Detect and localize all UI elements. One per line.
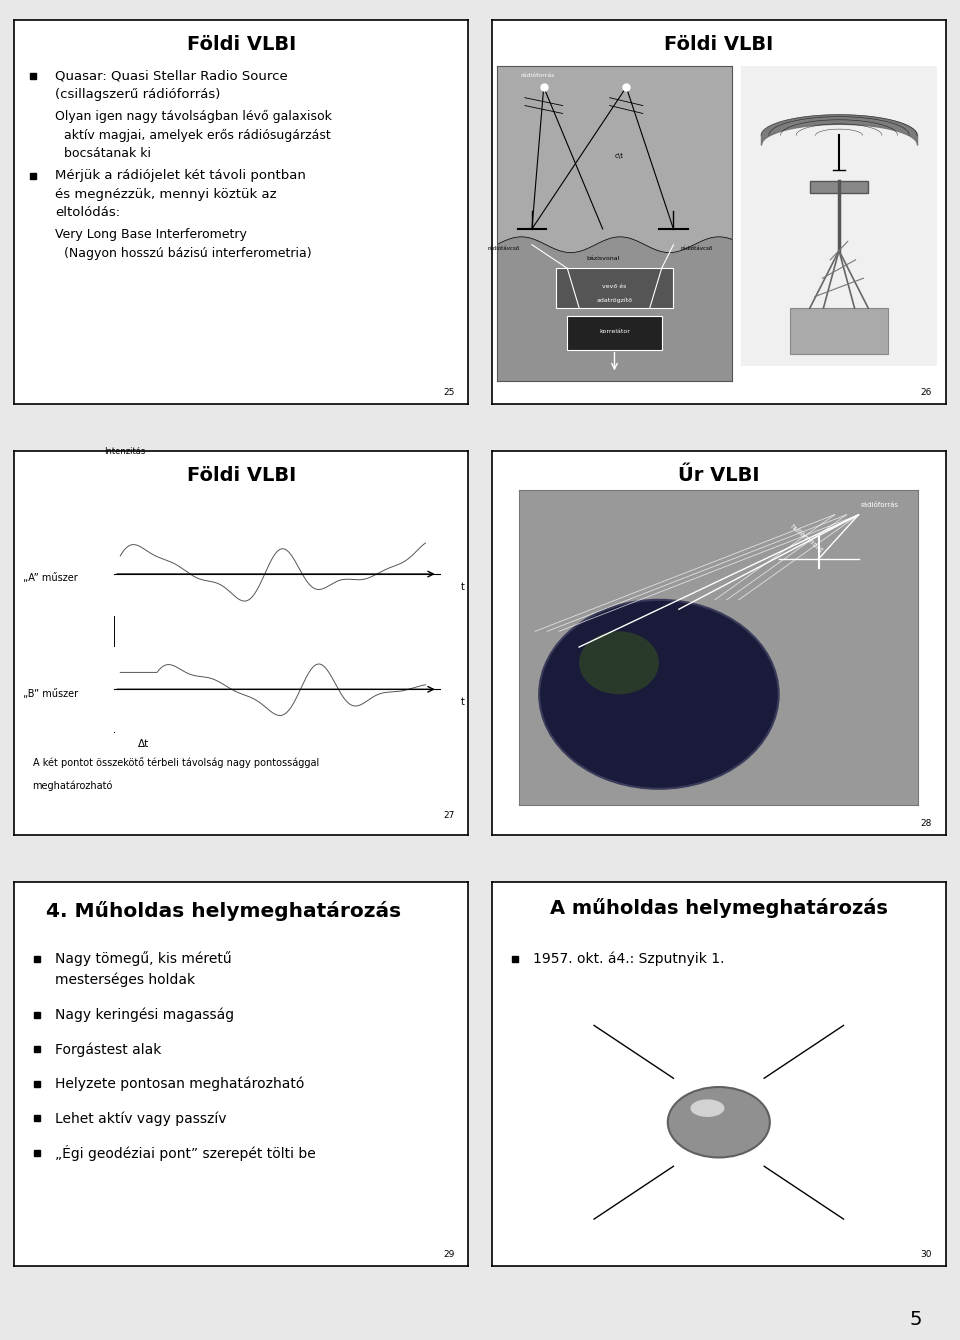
Text: „B” műszer: „B” műszer [23, 689, 79, 698]
Text: Földi VLBI: Földi VLBI [186, 35, 296, 55]
Text: t: t [461, 582, 465, 592]
Text: rádiótávcső: rádiótávcső [681, 247, 713, 251]
Text: Very Long Base Interferometry: Very Long Base Interferometry [56, 228, 247, 241]
Text: „Égi geodéziai pont” szerepét tölti be: „Égi geodéziai pont” szerepét tölti be [56, 1144, 316, 1160]
Text: aktív magjai, amelyek erős rádiósugárzást: aktív magjai, amelyek erős rádiósugárzás… [64, 129, 331, 142]
Text: Quasar: Quasi Stellar Radio Source: Quasar: Quasi Stellar Radio Source [56, 70, 288, 82]
Bar [567, 315, 661, 350]
Text: Helyzete pontosan meghatározható: Helyzete pontosan meghatározható [56, 1076, 304, 1091]
Text: Olyan igen nagy távolságban lévő galaxisok: Olyan igen nagy távolságban lévő galaxis… [56, 110, 332, 123]
Text: rádiótávcső: rádiótávcső [488, 247, 519, 251]
Text: Intenzitás: Intenzitás [105, 446, 146, 456]
Text: rádióforrás: rádióforrás [520, 72, 555, 78]
Text: és megnézzük, mennyi köztük az: és megnézzük, mennyi köztük az [56, 188, 276, 201]
Text: adatrögzítő: adatrögzítő [596, 297, 633, 303]
Text: 29: 29 [443, 1250, 454, 1258]
Text: korrelátor: korrelátor [599, 328, 630, 334]
Text: Lehet aktív vagy passzív: Lehet aktív vagy passzív [56, 1111, 227, 1126]
Text: Mérjük a rádiójelet két távoli pontban: Mérjük a rádiójelet két távoli pontban [56, 169, 306, 182]
Circle shape [540, 600, 779, 789]
Text: meghatározható: meghatározható [33, 780, 113, 791]
Bar [556, 268, 674, 308]
Text: bázisvonal: bázisvonal [586, 256, 619, 261]
Text: 28: 28 [921, 819, 932, 828]
Text: bocsátanak ki: bocsátanak ki [64, 147, 152, 159]
Text: (csillagszerű rádióforrás): (csillagszerű rádióforrás) [56, 87, 221, 100]
Text: 1957. okt. á4.: Szputnyik 1.: 1957. okt. á4.: Szputnyik 1. [533, 951, 725, 966]
Text: 30: 30 [921, 1250, 932, 1258]
Text: A műholdas helymeghatározás: A műholdas helymeghatározás [550, 898, 888, 918]
Text: Forgástest alak: Forgástest alak [56, 1043, 161, 1056]
Text: t: t [461, 697, 465, 708]
Text: A két pontot összekötő térbeli távolság nagy pontossággal: A két pontot összekötő térbeli távolság … [33, 757, 319, 768]
Text: 27: 27 [443, 811, 454, 820]
Text: vevő és: vevő és [602, 284, 627, 289]
Text: eltolódás:: eltolódás: [56, 206, 120, 218]
Ellipse shape [690, 1099, 725, 1118]
Text: Nagy tömegű, kis méretű: Nagy tömegű, kis méretű [56, 951, 232, 966]
Text: hullámfront: hullámfront [789, 523, 824, 553]
Bar [809, 181, 868, 193]
Text: rádióforrás: rádióforrás [860, 502, 899, 508]
Text: Nagy keringési magasság: Nagy keringési magasság [56, 1008, 234, 1022]
Text: (Nagyon hosszú bázisú interferometria): (Nagyon hosszú bázisú interferometria) [64, 247, 312, 260]
Text: Földi VLBI: Földi VLBI [186, 466, 296, 485]
Text: „A” műszer: „A” műszer [23, 574, 78, 583]
Text: 5: 5 [909, 1311, 922, 1329]
Text: c\t: c\t [614, 153, 624, 159]
Bar [790, 308, 888, 354]
Text: 26: 26 [921, 387, 932, 397]
Text: mesterséges holdak: mesterséges holdak [56, 973, 195, 988]
Text: 4. Műholdas helymeghatározás: 4. Műholdas helymeghatározás [46, 902, 401, 922]
Text: Δt: Δt [138, 740, 150, 749]
Circle shape [579, 631, 659, 694]
Ellipse shape [668, 1087, 770, 1158]
Text: Űr VLBI: Űr VLBI [678, 466, 759, 485]
Text: 25: 25 [443, 387, 454, 397]
Text: Földi VLBI: Földi VLBI [664, 35, 774, 55]
